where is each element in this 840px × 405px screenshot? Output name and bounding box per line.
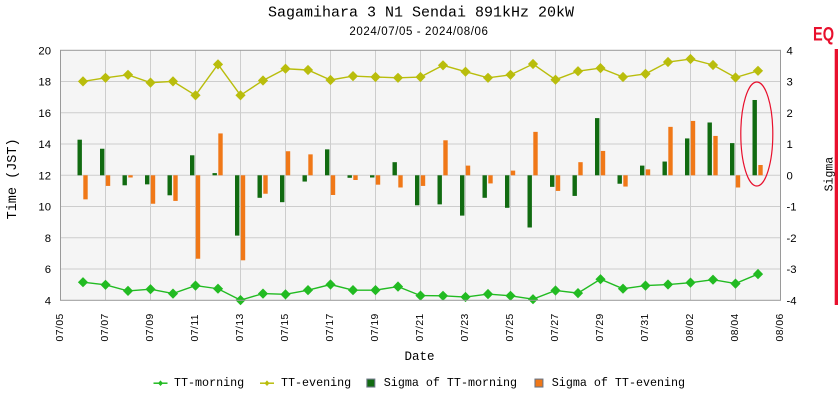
svg-text:EQ: EQ xyxy=(813,25,834,46)
svg-text:07/25: 07/25 xyxy=(505,313,516,341)
svg-text:2024/07/05 - 2024/08/06: 2024/07/05 - 2024/08/06 xyxy=(349,26,488,38)
svg-text:08/02: 08/02 xyxy=(685,313,696,341)
svg-text:3: 3 xyxy=(787,77,793,89)
svg-text:Sigma: Sigma xyxy=(824,157,837,192)
svg-text:08/04: 08/04 xyxy=(730,313,741,341)
svg-text:2: 2 xyxy=(787,108,793,120)
svg-text:12: 12 xyxy=(38,170,51,182)
svg-text:07/09: 07/09 xyxy=(145,313,156,341)
svg-text:TT-evening: TT-evening xyxy=(281,376,351,390)
svg-text:07/13: 07/13 xyxy=(235,313,246,341)
svg-text:4: 4 xyxy=(787,45,793,57)
svg-text:0: 0 xyxy=(787,170,793,182)
svg-text:07/27: 07/27 xyxy=(550,313,561,341)
svg-text:07/15: 07/15 xyxy=(280,313,291,341)
svg-text:07/29: 07/29 xyxy=(595,313,606,341)
svg-text:10: 10 xyxy=(38,202,51,214)
svg-text:Date: Date xyxy=(404,350,434,364)
svg-text:07/21: 07/21 xyxy=(415,313,426,341)
svg-text:Sagamihara 3 N1 Sendai 891kHz: Sagamihara 3 N1 Sendai 891kHz 20kW xyxy=(268,5,574,22)
svg-text:07/31: 07/31 xyxy=(640,313,651,341)
svg-text:-1: -1 xyxy=(787,202,797,214)
svg-text:TT-morning: TT-morning xyxy=(174,376,244,390)
svg-text:-4: -4 xyxy=(787,295,797,307)
svg-text:4: 4 xyxy=(45,295,51,307)
svg-text:07/19: 07/19 xyxy=(370,313,381,341)
svg-text:Sigma of TT-evening: Sigma of TT-evening xyxy=(552,376,685,390)
svg-text:16: 16 xyxy=(38,108,51,120)
svg-text:-3: -3 xyxy=(787,264,797,276)
svg-text:07/05: 07/05 xyxy=(55,313,66,341)
svg-text:07/11: 07/11 xyxy=(190,314,201,342)
svg-text:07/23: 07/23 xyxy=(460,313,471,341)
svg-text:18: 18 xyxy=(38,77,51,89)
svg-text:07/17: 07/17 xyxy=(325,313,336,341)
svg-text:Time (JST): Time (JST) xyxy=(6,138,21,219)
svg-text:Sigma of TT-morning: Sigma of TT-morning xyxy=(384,376,517,390)
svg-text:6: 6 xyxy=(45,264,51,276)
svg-text:1: 1 xyxy=(787,139,793,151)
svg-text:14: 14 xyxy=(38,139,51,151)
svg-text:-2: -2 xyxy=(787,233,797,245)
svg-text:8: 8 xyxy=(45,233,51,245)
svg-text:07/07: 07/07 xyxy=(100,313,111,341)
svg-text:08/06: 08/06 xyxy=(775,313,786,341)
svg-text:20: 20 xyxy=(38,45,51,57)
